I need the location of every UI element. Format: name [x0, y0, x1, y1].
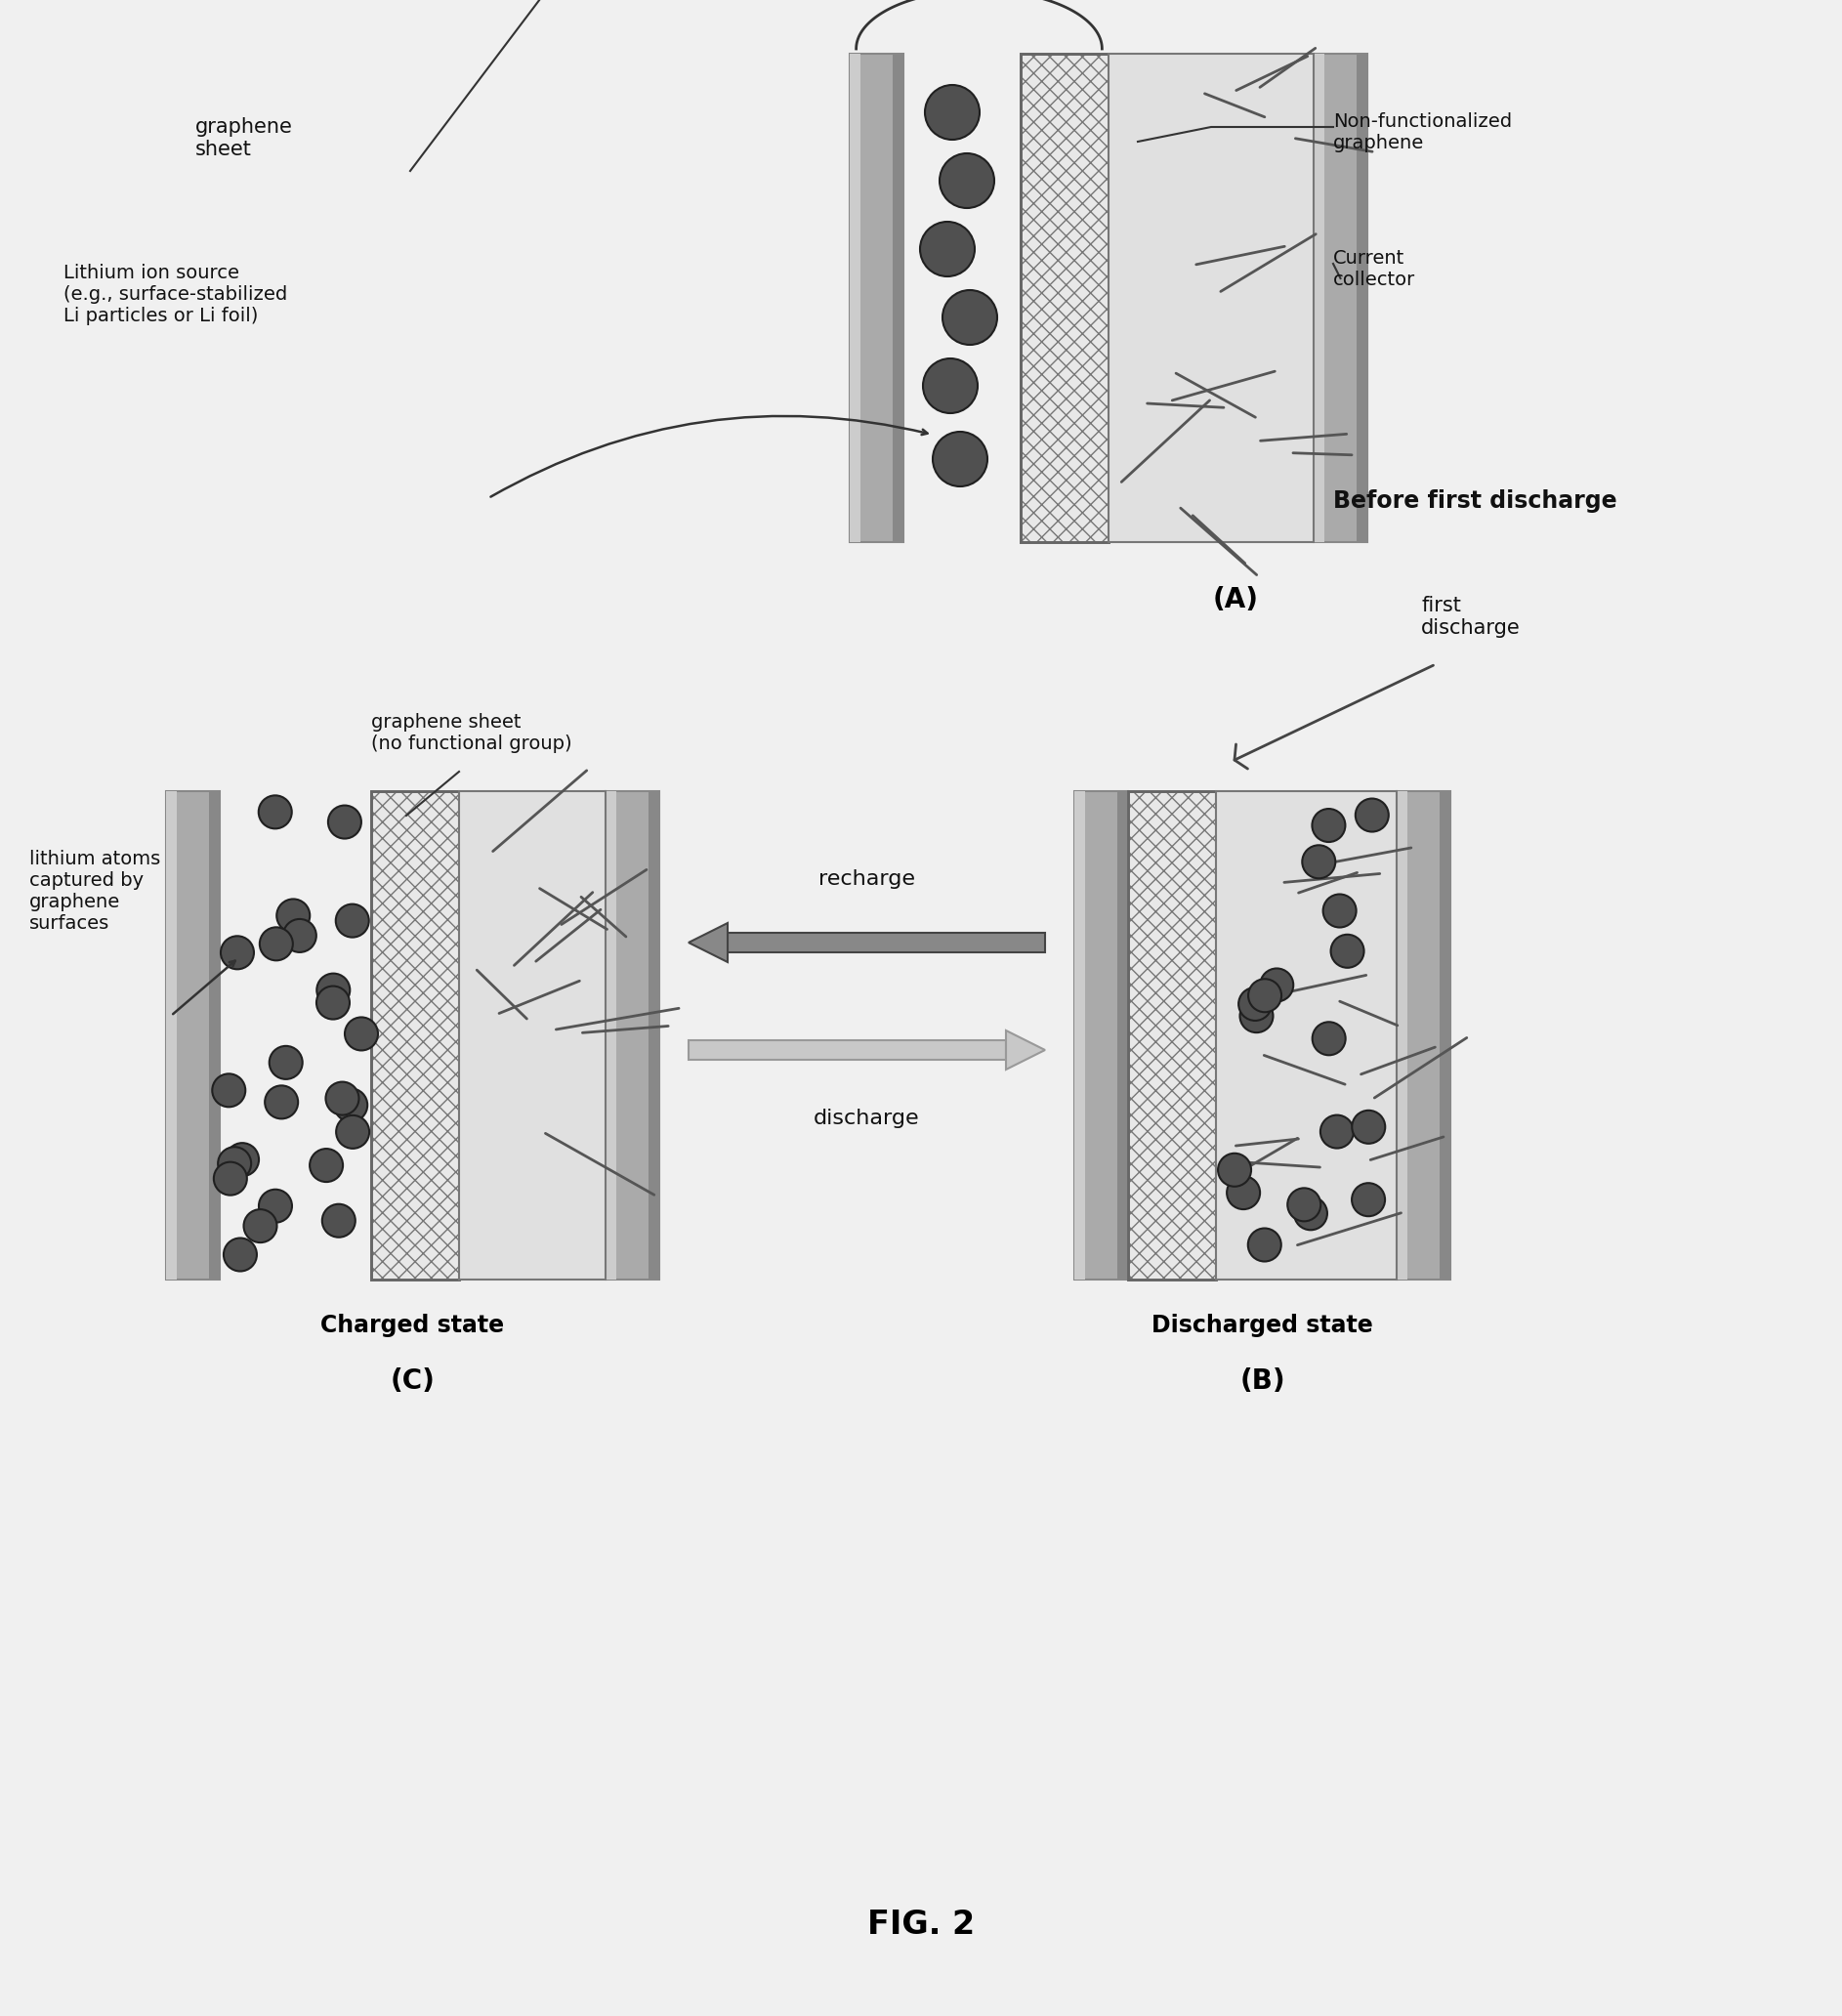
Text: Discharged state: Discharged state — [1151, 1314, 1372, 1337]
Bar — [1020, 54, 1109, 542]
Text: discharge: discharge — [814, 1109, 919, 1129]
Bar — [606, 790, 659, 1280]
Text: Non-functionalized
graphene: Non-functionalized graphene — [1334, 113, 1512, 153]
Circle shape — [1356, 798, 1389, 833]
Circle shape — [317, 986, 350, 1020]
Circle shape — [923, 359, 978, 413]
Text: recharge: recharge — [818, 869, 915, 889]
Circle shape — [260, 927, 293, 960]
Text: Before first discharge: Before first discharge — [1334, 490, 1617, 512]
Bar — [1074, 790, 1127, 1280]
Circle shape — [276, 899, 309, 931]
Bar — [606, 790, 617, 1280]
Bar — [1074, 790, 1085, 1280]
Text: Lithium ion source
(e.g., surface-stabilized
Li particles or Li foil): Lithium ion source (e.g., surface-stabil… — [63, 264, 287, 325]
Circle shape — [221, 935, 254, 970]
Bar — [1440, 790, 1450, 1280]
Text: (C): (C) — [391, 1367, 435, 1395]
Text: first
discharge: first discharge — [1420, 597, 1520, 637]
Circle shape — [1295, 1198, 1328, 1230]
Circle shape — [1227, 1175, 1260, 1210]
Circle shape — [328, 804, 361, 839]
Circle shape — [322, 1204, 356, 1238]
Bar — [849, 54, 860, 542]
Bar — [1313, 54, 1367, 542]
Circle shape — [1321, 1115, 1354, 1149]
Text: graphene
sheet: graphene sheet — [195, 117, 293, 159]
Circle shape — [214, 1161, 247, 1195]
Circle shape — [919, 222, 974, 276]
Bar — [849, 54, 903, 542]
Bar — [1127, 790, 1216, 1280]
Polygon shape — [1006, 1030, 1044, 1070]
Circle shape — [1312, 808, 1345, 843]
Text: (B): (B) — [1240, 1367, 1286, 1395]
Bar — [370, 790, 459, 1280]
Circle shape — [1249, 1228, 1282, 1262]
Bar — [1356, 54, 1367, 542]
Bar — [1020, 54, 1109, 542]
Bar — [459, 790, 606, 1280]
Bar — [1118, 790, 1127, 1280]
Bar — [208, 790, 219, 1280]
Circle shape — [1218, 1153, 1251, 1187]
Circle shape — [326, 1083, 359, 1115]
Circle shape — [265, 1085, 298, 1119]
Circle shape — [1352, 1183, 1385, 1216]
Circle shape — [943, 290, 997, 345]
Circle shape — [258, 796, 291, 829]
Circle shape — [335, 1115, 368, 1149]
Circle shape — [1312, 1022, 1345, 1054]
Bar — [1109, 54, 1313, 542]
Bar — [689, 1040, 1006, 1060]
Polygon shape — [689, 923, 728, 962]
Text: (A): (A) — [1212, 587, 1258, 613]
Circle shape — [1238, 988, 1271, 1020]
Text: lithium atoms
captured by
graphene
surfaces: lithium atoms captured by graphene surfa… — [29, 851, 160, 933]
Bar — [166, 790, 177, 1280]
Text: Current
collector: Current collector — [1334, 250, 1415, 288]
Bar — [1396, 790, 1450, 1280]
Circle shape — [223, 1238, 256, 1272]
Bar — [1396, 790, 1407, 1280]
Circle shape — [939, 153, 995, 208]
Circle shape — [1352, 1111, 1385, 1143]
Circle shape — [1240, 1000, 1273, 1032]
Text: FIG. 2: FIG. 2 — [868, 1907, 974, 1939]
Circle shape — [1288, 1187, 1321, 1222]
Circle shape — [258, 1189, 293, 1222]
Circle shape — [217, 1147, 251, 1179]
Circle shape — [243, 1210, 276, 1242]
Text: graphene sheet
(no functional group): graphene sheet (no functional group) — [370, 714, 573, 754]
Bar — [728, 933, 1044, 952]
Circle shape — [1249, 980, 1282, 1012]
Circle shape — [932, 431, 987, 486]
Circle shape — [335, 903, 368, 937]
Circle shape — [344, 1018, 378, 1050]
Circle shape — [333, 1089, 367, 1121]
Bar — [1127, 790, 1216, 1280]
Circle shape — [1302, 845, 1335, 879]
Circle shape — [925, 85, 980, 139]
Circle shape — [309, 1149, 343, 1181]
Circle shape — [1323, 895, 1356, 927]
Circle shape — [269, 1046, 302, 1079]
Bar — [166, 790, 219, 1280]
Bar — [1313, 54, 1324, 542]
Text: Charged state: Charged state — [321, 1314, 505, 1337]
Circle shape — [1330, 935, 1363, 968]
Bar — [1216, 790, 1396, 1280]
Bar — [370, 790, 459, 1280]
FancyArrowPatch shape — [1234, 665, 1433, 768]
Circle shape — [227, 1143, 260, 1175]
Circle shape — [317, 974, 350, 1006]
Circle shape — [284, 919, 317, 952]
Bar — [648, 790, 659, 1280]
Bar — [893, 54, 903, 542]
Circle shape — [212, 1075, 245, 1107]
Circle shape — [1260, 968, 1293, 1002]
